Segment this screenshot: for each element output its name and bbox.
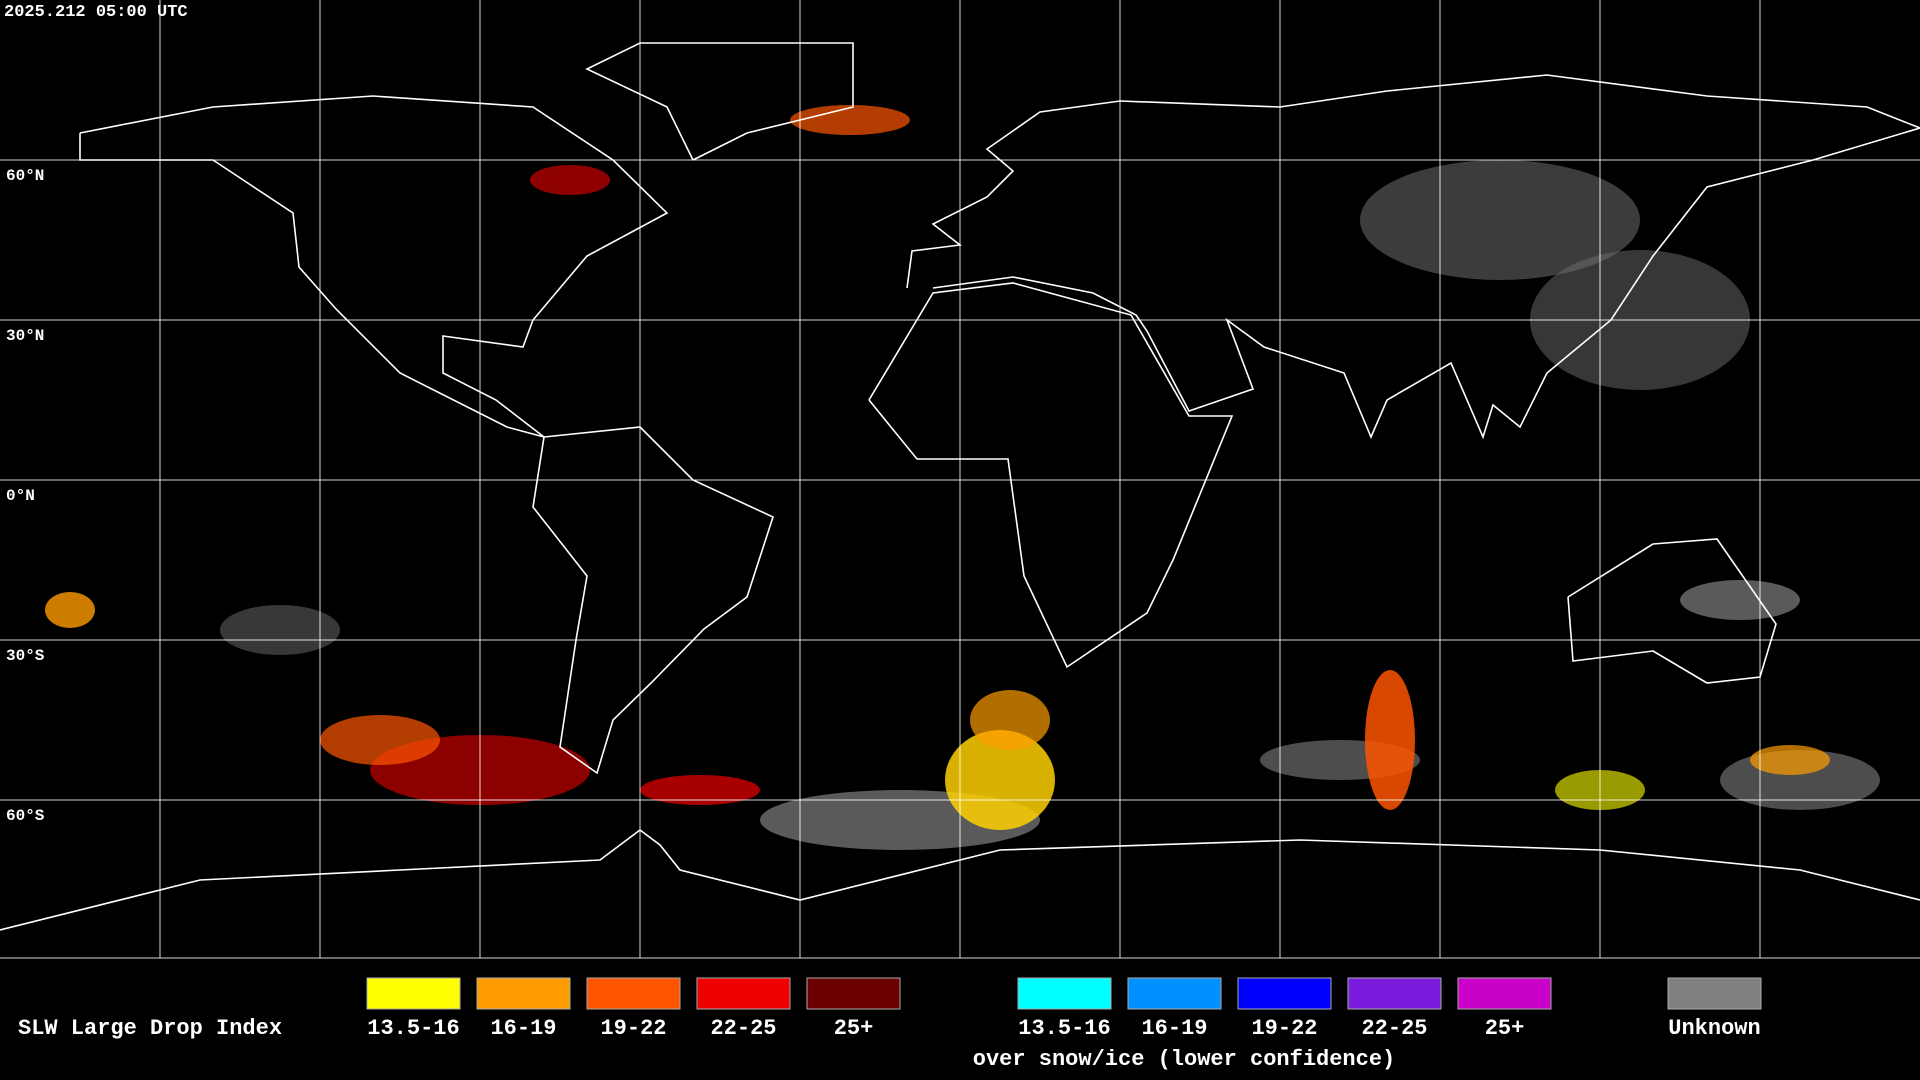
legend-swatch (1017, 977, 1112, 1010)
legend-swatch (1237, 977, 1332, 1010)
legend-label: 13.5-16 (367, 1016, 459, 1041)
legend-label: 22-25 (1361, 1016, 1427, 1041)
legend-panel (0, 958, 1920, 1080)
snow-caption: over snow/ice (lower confidence) (973, 1047, 1395, 1072)
legend-label: 25+ (834, 1016, 874, 1041)
graticule (0, 0, 1920, 958)
legend-label: 25+ (1485, 1016, 1525, 1041)
legend-label: 22-25 (710, 1016, 776, 1041)
latitude-label: 60°N (6, 167, 44, 185)
latitude-label: 0°N (6, 487, 35, 505)
legend-title: SLW Large Drop Index (18, 1016, 282, 1041)
legend-label: 16-19 (490, 1016, 556, 1041)
legend-swatch (1347, 977, 1442, 1010)
legend-swatch (806, 977, 901, 1010)
legend-label: Unknown (1668, 1016, 1760, 1041)
legend-label: 16-19 (1141, 1016, 1207, 1041)
legend-swatch (696, 977, 791, 1010)
latitude-label: 30°S (6, 647, 45, 665)
legend-swatch (586, 977, 681, 1010)
latitude-label: 60°S (6, 807, 45, 825)
legend-swatch (476, 977, 571, 1010)
legend-label: 13.5-16 (1018, 1016, 1110, 1041)
legend-swatch (1127, 977, 1222, 1010)
legend-swatch (366, 977, 461, 1010)
latitude-label: 30°N (6, 327, 44, 345)
legend-label: 19-22 (1251, 1016, 1317, 1041)
timestamp: 2025.212 05:00 UTC (4, 3, 188, 22)
legend-swatch (1667, 977, 1762, 1010)
legend-swatch (1457, 977, 1552, 1010)
legend-label: 19-22 (600, 1016, 666, 1041)
